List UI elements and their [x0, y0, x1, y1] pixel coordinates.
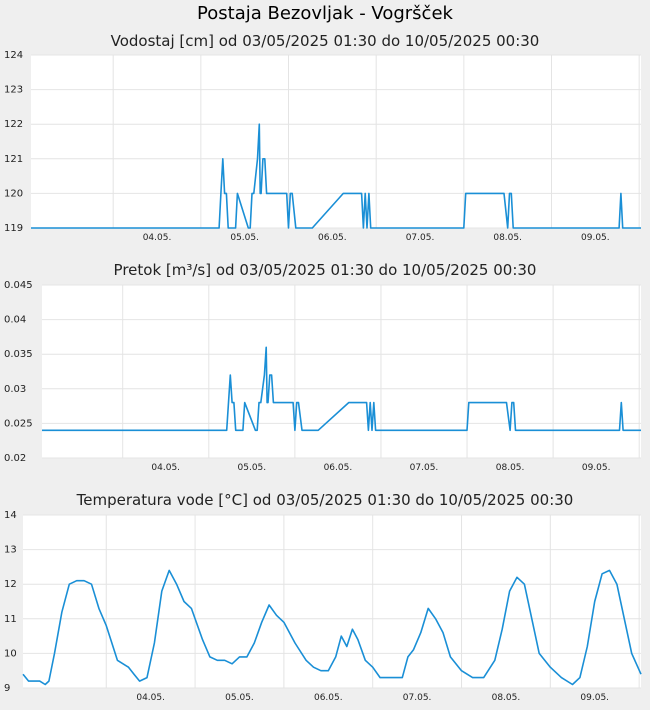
plot-area [31, 55, 641, 228]
series-line [42, 346, 641, 432]
y-tick-label: 0.03 [4, 384, 26, 395]
y-tick-label: 119 [4, 223, 23, 234]
series-line [31, 123, 641, 229]
series-line [22, 569, 642, 686]
x-tick-label: 07.05. [406, 233, 435, 243]
plot-area [23, 515, 641, 688]
page-title: Postaja Bezovljak - Vogršček [197, 3, 453, 24]
x-tick-label: 07.05. [403, 693, 432, 703]
y-tick-label: 10 [4, 648, 17, 659]
plot-area [42, 285, 641, 458]
x-tick-label: 09.05. [582, 463, 611, 473]
y-tick-label: 0.025 [4, 418, 33, 429]
x-tick-label: 09.05. [581, 233, 610, 243]
y-tick-label: 120 [4, 188, 23, 199]
y-tick-label: 0.035 [4, 349, 33, 360]
y-tick-label: 11 [4, 614, 17, 625]
x-tick-label: 05.05. [230, 233, 259, 243]
y-tick-label: 124 [4, 50, 23, 61]
x-tick-label: 05.05. [238, 463, 267, 473]
chart-title: Pretok [m³/s] od 03/05/2025 01:30 do 10/… [114, 261, 537, 279]
chart-title: Temperatura vode [°C] od 03/05/2025 01:3… [76, 491, 574, 509]
x-tick-label: 04.05. [136, 693, 165, 703]
y-tick-label: 122 [4, 119, 23, 130]
x-tick-label: 08.05. [492, 693, 521, 703]
y-tick-label: 13 [4, 545, 17, 556]
x-tick-label: 06.05. [318, 233, 347, 243]
x-tick-label: 05.05. [225, 693, 254, 703]
y-tick-label: 0.02 [4, 453, 26, 464]
x-tick-label: 06.05. [314, 693, 343, 703]
x-tick-label: 07.05. [410, 463, 439, 473]
x-tick-label: 09.05. [580, 693, 609, 703]
x-tick-label: 04.05. [151, 463, 180, 473]
y-tick-label: 12 [4, 579, 17, 590]
x-tick-label: 08.05. [496, 463, 525, 473]
chart-title: Vodostaj [cm] od 03/05/2025 01:30 do 10/… [111, 32, 540, 50]
x-tick-label: 08.05. [493, 233, 522, 243]
y-tick-label: 123 [4, 85, 23, 96]
y-tick-label: 9 [4, 683, 10, 694]
y-tick-label: 14 [4, 510, 17, 521]
y-tick-label: 0.045 [4, 280, 33, 291]
y-tick-label: 121 [4, 154, 23, 165]
x-tick-label: 06.05. [324, 463, 353, 473]
y-tick-label: 0.04 [4, 315, 26, 326]
x-tick-label: 04.05. [143, 233, 172, 243]
